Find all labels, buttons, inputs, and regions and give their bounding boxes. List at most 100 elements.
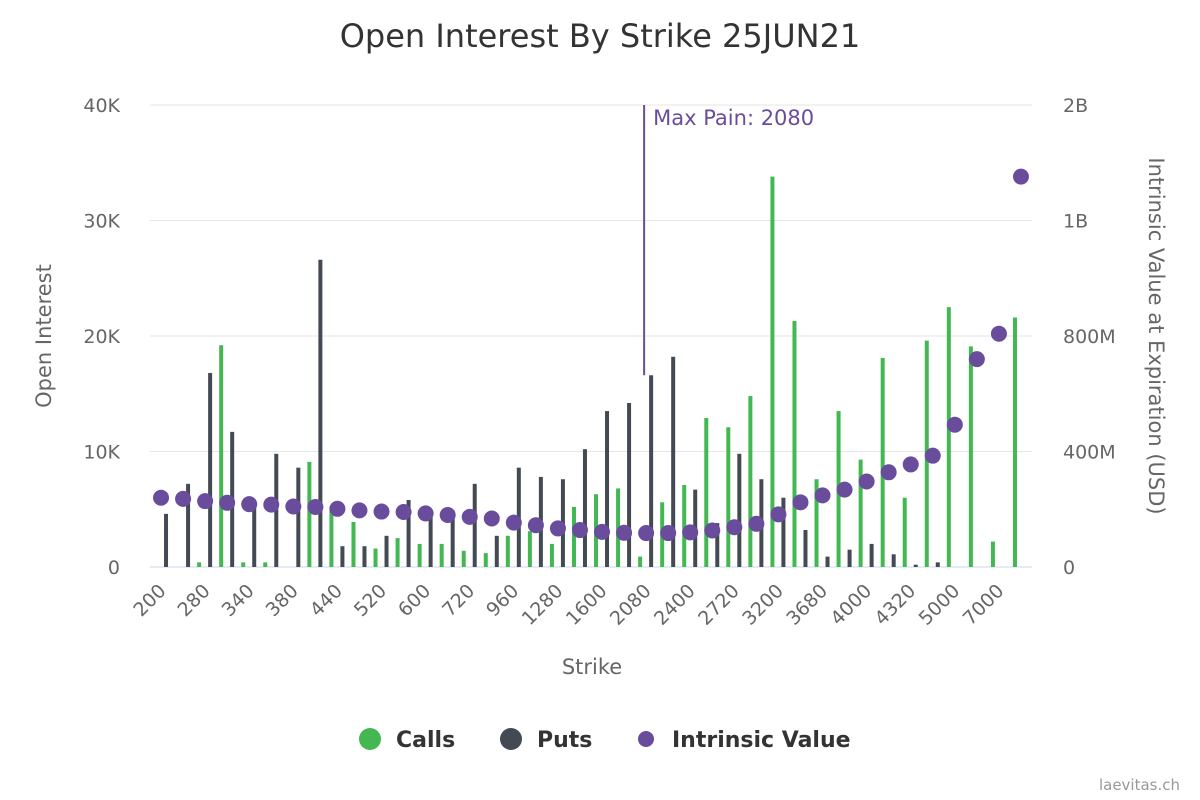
x-tick-label: 7000 [959,580,1009,630]
intrinsic-value-point [417,505,434,522]
calls-bar [263,562,268,567]
intrinsic-value-point [263,496,280,513]
intrinsic-value-point [748,515,765,532]
x-tick-label: 440 [306,580,347,621]
puts-bar [869,543,874,567]
calls-bar [197,562,202,567]
y2-tick-label: 400M [1063,442,1116,464]
intrinsic-value-points [153,168,1029,542]
calls-bar [704,418,709,567]
puts-bar [781,497,786,567]
intrinsic-value-point [924,447,941,464]
calls-bar [219,345,224,567]
x-axis-ticks: 200 280 340 380 440 520 600 720 9601280160020802… [129,580,1008,630]
intrinsic-value-point [682,524,699,541]
puts-bar [252,508,257,567]
legend-item-intrinsic-value[interactable]: Intrinsic Value [638,728,851,753]
y-tick-label: 10K [83,442,120,464]
y2-tick-label: 800M [1063,326,1116,348]
credit: laevitas.ch [1099,776,1180,794]
intrinsic-value-point [153,489,170,506]
puts-legend-label: Puts [537,728,592,753]
gridlines [150,104,1032,568]
puts-bar [296,467,301,567]
puts-bar [715,523,720,567]
max-pain-label: Max Pain: 2080 [653,106,814,130]
intrinsic-value-point [968,351,985,368]
puts-bar [428,516,433,567]
intrinsic-value-point [395,504,412,521]
calls-bar [527,531,532,567]
intrinsic-value-point [836,481,853,498]
intrinsic-value-point [770,506,787,523]
y-tick-label: 40K [83,95,120,117]
calls-bar [439,543,444,567]
calls-bar [373,548,378,567]
x-tick-label: 3680 [782,580,832,630]
puts-bar [737,453,742,567]
intrinsic-value-point [461,508,478,525]
calls-bar [638,556,643,567]
intrinsic-value-point [902,456,919,473]
intrinsic-value-point [792,494,809,511]
intrinsic-value-point [329,500,346,517]
x-tick-label: 340 [218,580,259,621]
calls-bar [968,346,973,567]
intrinsic-value-point [307,498,324,515]
intrinsic-value-point [858,473,875,490]
puts-bar [935,562,940,567]
y2-tick-label: 1B [1063,211,1088,233]
calls-bar [748,396,753,567]
legend: Calls Puts Intrinsic Value [359,728,851,753]
calls-bar [307,461,312,567]
intrinsic-value-point [373,503,390,520]
calls-bar [880,357,885,567]
calls-bar [241,562,246,567]
intrinsic-value-point [285,498,302,515]
calls-bar [726,427,731,567]
calls-bar [549,543,554,567]
y2-axis-ticks: 0 400M 800M 1B 2B [1063,95,1116,579]
puts-bar [582,449,587,567]
x-tick-label: 3200 [738,580,788,630]
intrinsic-value-point [638,525,655,542]
puts-bar [649,375,654,567]
x-tick-label: 200 [129,580,170,621]
intrinsic-value-point [594,523,611,540]
intrinsic-value-point [241,496,258,513]
puts-bar [847,549,852,567]
intrinsic-value-point [571,522,588,539]
intrinsic-value-point [660,525,677,542]
legend-item-calls[interactable]: Calls [359,728,455,753]
intrinsic-value-point [726,519,743,536]
legend-item-puts[interactable]: Puts [500,728,592,753]
puts-bar [384,535,389,567]
x-tick-label: 5000 [915,580,965,630]
y2-tick-label: 2B [1063,95,1088,117]
puts-bar [362,546,367,567]
x-tick-label: 4320 [871,580,921,630]
max-pain-annotation: Max Pain: 2080 [643,105,814,376]
intrinsic-value-point [527,517,544,534]
intrinsic-value-point [505,514,522,531]
puts-bar [208,372,213,567]
x-tick-label: 520 [350,580,391,621]
calls-bar [814,479,819,567]
x-tick-label: 2080 [606,580,656,630]
intrinsic-value-point [946,416,963,433]
intrinsic-value-point [351,502,368,519]
intrinsic-value-point [1012,168,1029,185]
intrinsic-value-point [814,487,831,504]
intrinsic-value-legend-label: Intrinsic Value [672,728,851,753]
intrinsic-value-point [880,464,897,481]
x-tick-label: 380 [262,580,303,621]
x-tick-label: 280 [173,580,214,621]
puts-bar [627,402,632,567]
calls-bar [990,541,995,567]
calls-bar [1012,317,1017,567]
puts-bar [450,510,455,567]
y-tick-label: 30K [83,211,120,233]
calls-bar [770,176,775,568]
calls-bar [858,459,863,567]
